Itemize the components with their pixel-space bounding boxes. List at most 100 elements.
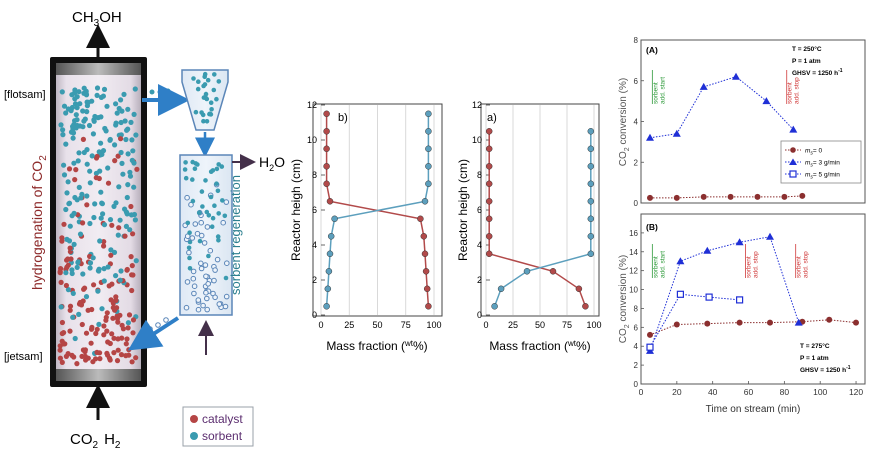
catalyst-particle — [109, 281, 115, 287]
sorbent-particle — [211, 87, 217, 93]
sorbent-particle — [123, 209, 130, 215]
sorbent-particle — [208, 100, 214, 105]
particle-legend: catalyst sorbent — [182, 406, 254, 447]
chart-a-sorbent-point — [587, 198, 595, 205]
sorbent-particle — [74, 117, 80, 123]
sorbent-particle — [195, 162, 200, 167]
regeneration-label: sorbent regeneration — [228, 175, 243, 295]
catalyst-particle — [77, 299, 83, 306]
chart-B-ytick-label: 6 — [634, 323, 639, 332]
legend-entry-ms5: ms= 5 g/min — [805, 172, 840, 181]
chart-B-panel-label: (B) — [646, 222, 658, 232]
regenerated-sorbent-particle — [198, 265, 205, 272]
chart-b-xlabel: Mass fraction (wt%) — [326, 339, 427, 353]
catalyst-particle — [80, 136, 86, 142]
catalyst-particle — [74, 361, 80, 367]
catalyst-particle — [134, 166, 140, 172]
sorbent-particle — [222, 213, 228, 219]
catalyst-particle — [93, 330, 99, 337]
sorbent-particle — [67, 223, 73, 229]
sorbent-particle — [216, 79, 222, 84]
sorbent-particle — [91, 214, 97, 221]
legend-entry-ms3: ms= 3 g/min — [805, 160, 840, 169]
sorbent-particle — [84, 99, 90, 105]
catalyst-particle — [122, 233, 128, 239]
sorbent-particle — [196, 79, 201, 84]
sorbent-particle — [61, 103, 68, 109]
catalyst-particle — [59, 319, 65, 326]
sorbent-particle — [80, 108, 86, 114]
chart-B-series-2-line — [649, 293, 740, 348]
catalyst-particle — [64, 264, 70, 270]
sorbent-particle — [199, 110, 204, 115]
sorbent-particle — [129, 157, 135, 163]
regenerated-sorbent-particle — [203, 273, 209, 280]
sorbent-particle — [76, 311, 82, 317]
sorbent-particle — [70, 290, 76, 296]
regenerated-sorbent-particle — [198, 232, 205, 239]
sorbent-swatch — [190, 432, 198, 440]
chart-a-ytick-label: 12 — [472, 100, 482, 110]
sorbent-particle — [83, 90, 89, 96]
sorbent-particle — [123, 136, 129, 143]
sorbent-particle — [197, 238, 203, 244]
sorbent-particle — [187, 230, 192, 235]
regenerated-sorbent-particle — [205, 281, 211, 287]
catalyst-particle — [83, 330, 90, 336]
sorbent-particle — [69, 267, 75, 273]
chart-b-ytick-label: 0 — [312, 310, 317, 320]
sorbent-particle — [128, 212, 135, 218]
catalyst-particle — [69, 352, 75, 358]
legend-entry-ms0: ms= 0 — [805, 148, 823, 157]
chart-b-sorbent-point — [323, 303, 330, 310]
regenerated-sorbent-particle — [212, 294, 218, 301]
profile-chart-a: 0 25 50 75 100 0 2 4 6 8 10 12 a) Reactor heigh (cm… — [456, 100, 602, 353]
chart-A-panel-label: (A) — [646, 45, 658, 55]
sorbent-particle — [66, 200, 73, 206]
regenerated-sorbent-particle — [200, 302, 206, 309]
chart-B-xtick-label: 100 — [813, 387, 827, 397]
chart-a-ytick-label: 4 — [477, 240, 482, 250]
sorbent-particle — [190, 159, 195, 165]
sorbent-particle — [214, 96, 219, 102]
chart-b-xtick-label: 100 — [426, 320, 441, 330]
catalyst-particle — [84, 202, 90, 208]
catalyst-particle — [109, 331, 115, 337]
chart-A-series-0-point — [647, 194, 653, 201]
catalyst-particle — [94, 153, 100, 159]
sorbent-particle — [122, 118, 128, 124]
catalyst-particle — [117, 312, 123, 318]
regenerated-sorbent-particle — [223, 199, 230, 205]
sorbent-particle — [90, 255, 96, 261]
catalyst-particle — [130, 330, 136, 336]
chart-A-annotation-text: sorbent — [652, 82, 659, 104]
sorbent-particle — [65, 287, 71, 293]
chart-A-series-1-line — [649, 76, 794, 139]
sorbent-particle — [87, 180, 93, 186]
sorbent-particle — [63, 141, 69, 147]
chart-a-ytick-label: 2 — [477, 275, 482, 285]
catalyst-particle — [113, 294, 119, 300]
catalyst-swatch — [190, 415, 198, 423]
sorbent-particle — [202, 71, 208, 77]
chart-A-series-1-point — [762, 97, 771, 105]
sorbent-particle — [205, 77, 211, 83]
sorbent-particle — [74, 264, 80, 270]
chart-B-series-1-point — [794, 318, 803, 326]
catalyst-particle — [59, 235, 65, 241]
chart-B-xtick-label: 80 — [780, 387, 790, 397]
sorbent-particle — [201, 95, 207, 100]
catalyst-particle — [125, 325, 131, 331]
catalyst-particle — [108, 252, 114, 258]
regenerated-sorbent-particle — [204, 295, 210, 302]
catalyst-particle — [130, 317, 137, 323]
chart-a-ytick-label: 8 — [477, 170, 482, 180]
chart-A-pressure: P = 1 atm — [792, 58, 821, 65]
chart-B-series-0-point — [826, 316, 833, 323]
regenerated-sorbent-particle — [203, 289, 209, 296]
chart-A-series-0-point — [673, 194, 680, 201]
sorbent-particle — [72, 101, 79, 107]
sorbent-particle — [105, 165, 111, 171]
catalyst-particle — [57, 347, 63, 353]
sorbent-particle — [76, 184, 82, 190]
